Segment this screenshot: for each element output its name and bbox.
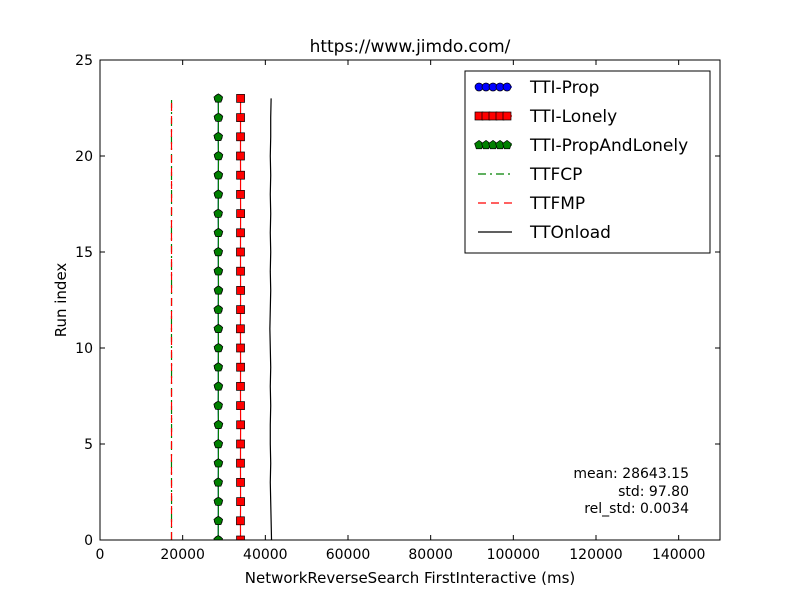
- data-point-tti-propandlonely: [213, 112, 224, 122]
- data-point-tti-propandlonely: [213, 323, 224, 333]
- plot-area: [170, 93, 273, 540]
- data-point-tti-propandlonely: [213, 189, 224, 199]
- data-point-tti-lonely: [236, 151, 245, 161]
- legend-item-ttfmp: TTFMP: [478, 194, 585, 214]
- y-tick-label: 5: [84, 437, 93, 453]
- data-point-tti-propandlonely: [213, 131, 224, 141]
- data-point-tti-propandlonely: [213, 208, 224, 218]
- data-point-tti-lonely: [236, 324, 245, 334]
- data-point-tti-propandlonely: [213, 304, 224, 314]
- x-tick-label: 100000: [487, 547, 540, 563]
- x-tick-label: 20000: [160, 547, 205, 563]
- data-point-tti-propandlonely: [213, 93, 224, 103]
- data-point-tti-propandlonely: [213, 515, 224, 525]
- data-point-tti-lonely: [236, 286, 245, 295]
- legend: TTI-Prop TTI-Lonely TTI-PropAndLonely TTFCP…: [464, 70, 711, 254]
- series-tti-propandlonely: [213, 93, 224, 540]
- y-tick-label: 20: [75, 149, 93, 165]
- x-tick-label: 0: [96, 547, 105, 563]
- data-point-tti-propandlonely: [213, 534, 224, 540]
- data-point-tti-propandlonely: [213, 381, 224, 391]
- data-point-tti-lonely: [236, 190, 245, 199]
- legend-marker-tti-lonely: [502, 111, 512, 121]
- legend-item-ttfcp: TTFCP: [478, 165, 582, 185]
- data-point-tti-lonely: [236, 209, 245, 218]
- legend-box: [464, 70, 711, 254]
- chart-title: https://www.jimdo.com/: [310, 37, 511, 57]
- data-point-tti-propandlonely: [213, 266, 224, 276]
- data-point-tti-propandlonely: [213, 400, 224, 410]
- data-point-tti-propandlonely: [213, 419, 224, 429]
- axis-ticks: 0 20000 40000 60000 80000 100000 120000 140000 0…: [75, 53, 720, 563]
- data-point-tti-lonely: [236, 439, 245, 449]
- legend-item-tti-propandlonely: TTI-PropAndLonely: [474, 136, 688, 156]
- series-line-ttonload: [269, 98, 273, 540]
- x-tick-label: 80000: [408, 547, 453, 563]
- data-point-tti-lonely: [236, 420, 245, 430]
- data-point-tti-lonely: [236, 132, 245, 142]
- legend-item-tti-prop: TTI-Prop: [474, 78, 599, 98]
- data-point-tti-lonely: [236, 113, 245, 122]
- legend-label-ttfmp: TTFMP: [529, 194, 585, 214]
- x-tick-label: 40000: [243, 547, 288, 563]
- y-tick-label: 25: [75, 53, 93, 69]
- y-tick-label: 10: [75, 341, 93, 357]
- data-point-tti-lonely: [236, 516, 245, 526]
- data-point-tti-propandlonely: [213, 458, 224, 468]
- legend-item-tti-lonely: TTI-Lonely: [474, 107, 617, 127]
- x-tick-label: 120000: [569, 547, 622, 563]
- data-point-tti-lonely: [236, 343, 245, 353]
- legend-label-tti-lonely: TTI-Lonely: [529, 107, 617, 127]
- data-point-tti-lonely: [236, 305, 245, 314]
- stat-rel-std: rel_std: 0.0034: [584, 501, 689, 517]
- y-tick-label: 0: [84, 533, 93, 549]
- x-tick-label: 60000: [326, 547, 371, 563]
- data-point-tti-propandlonely: [213, 170, 224, 180]
- legend-label-tti-prop: TTI-Prop: [529, 78, 599, 98]
- data-point-tti-propandlonely: [213, 496, 224, 506]
- data-point-tti-lonely: [236, 382, 245, 391]
- data-point-tti-propandlonely: [213, 477, 224, 487]
- data-point-tti-propandlonely: [213, 246, 224, 257]
- data-point-tti-propandlonely: [213, 342, 224, 353]
- data-point-tti-propandlonely: [213, 362, 224, 372]
- data-point-tti-lonely: [236, 535, 245, 540]
- data-point-tti-lonely: [236, 228, 245, 238]
- data-point-tti-lonely: [236, 478, 245, 487]
- legend-label-ttfcp: TTFCP: [529, 165, 582, 185]
- data-point-tti-lonely: [236, 170, 245, 180]
- data-point-tti-lonely: [236, 247, 245, 257]
- legend-label-tti-propandlonely: TTI-PropAndLonely: [529, 136, 688, 156]
- plot-frame: [99, 59, 721, 541]
- data-point-tti-lonely: [236, 497, 245, 506]
- series-ttonload: [269, 98, 273, 540]
- data-point-tti-lonely: [236, 362, 245, 372]
- data-point-tti-propandlonely: [213, 150, 224, 161]
- data-point-tti-lonely: [236, 266, 245, 276]
- x-axis-label: NetworkReverseSearch FirstInteractive (m…: [245, 569, 576, 587]
- data-point-tti-propandlonely: [213, 227, 224, 237]
- data-point-tti-propandlonely: [213, 438, 224, 449]
- legend-marker-tti-prop: [502, 82, 512, 92]
- stat-mean: mean: 28643.15: [573, 466, 689, 482]
- data-point-tti-propandlonely: [213, 285, 224, 295]
- data-point-tti-lonely: [236, 94, 245, 103]
- series-tti-lonely: [236, 94, 245, 540]
- legend-label-ttonload: TTOnload: [529, 223, 611, 243]
- legend-marker-tti-propandlonely: [502, 139, 512, 150]
- y-tick-label: 15: [75, 245, 93, 261]
- data-point-tti-lonely: [236, 458, 245, 468]
- legend-item-ttonload: TTOnload: [478, 223, 611, 243]
- x-tick-label: 140000: [652, 547, 705, 563]
- data-point-tti-lonely: [236, 401, 245, 410]
- stat-std: std: 97.80: [618, 484, 689, 500]
- y-axis-label: Run index: [52, 263, 70, 338]
